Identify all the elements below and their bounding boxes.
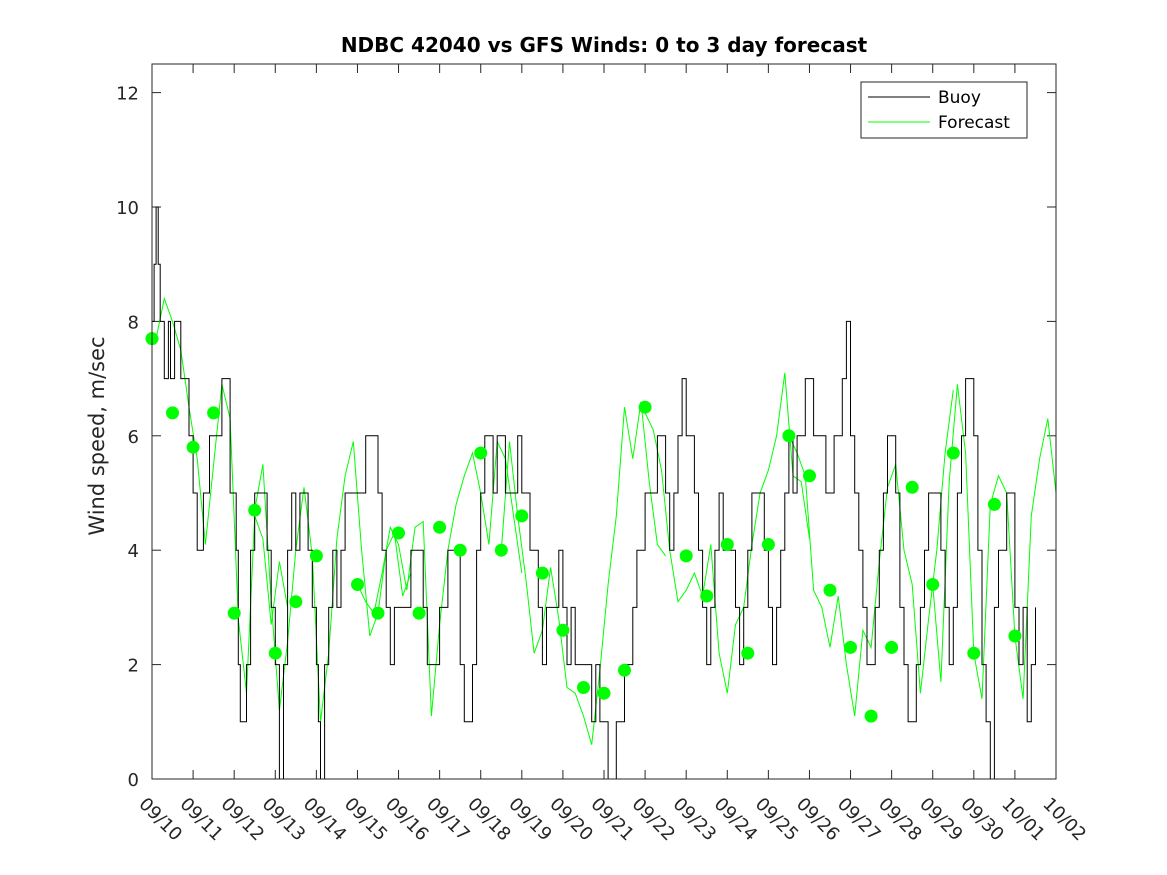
forecast-marker	[289, 595, 303, 609]
forecast-marker	[207, 406, 221, 420]
y-tick-label: 12	[116, 84, 139, 105]
forecast-marker	[761, 538, 775, 551]
series-layer	[145, 206, 1057, 780]
legend-box	[860, 81, 1028, 139]
forecast-marker	[268, 646, 282, 660]
forecast-marker	[392, 526, 405, 540]
buoy-line	[152, 206, 1036, 780]
forecast-marker	[412, 606, 426, 620]
forecast-marker	[186, 440, 200, 454]
forecast-marker	[885, 640, 899, 654]
forecast-marker	[453, 543, 467, 557]
forecast-marker	[741, 646, 755, 660]
forecast-marker	[823, 583, 837, 597]
forecast-marker	[1008, 629, 1022, 643]
forecast-marker	[679, 549, 693, 563]
forecast-marker	[700, 589, 714, 603]
legend-label-forecast: Forecast	[938, 113, 1010, 133]
forecast-marker	[864, 709, 878, 723]
forecast-marker	[967, 646, 981, 660]
forecast-marker	[248, 503, 262, 517]
forecast-marker	[803, 469, 816, 483]
forecast-marker	[618, 663, 631, 677]
forecast-marker	[494, 543, 508, 557]
forecast-run-line	[644, 372, 810, 694]
forecast-marker	[782, 429, 796, 443]
legend: Buoy Forecast	[860, 81, 1028, 139]
forecast-marker	[227, 606, 241, 620]
plot-area: 02468101209/1009/1109/1209/1309/1409/150…	[116, 63, 1090, 845]
legend-label-buoy: Buoy	[938, 88, 981, 108]
forecast-marker	[926, 578, 940, 591]
forecast-marker	[556, 623, 570, 637]
y-tick-label: 0	[128, 770, 139, 791]
y-tick-label: 8	[128, 312, 139, 333]
forecast-marker	[987, 497, 1001, 511]
forecast-marker	[946, 446, 960, 460]
forecast-marker	[638, 400, 652, 414]
forecast-run-line	[932, 384, 1057, 699]
forecast-marker	[905, 480, 919, 494]
y-axis-label: Wind speed, m/sec	[85, 336, 109, 535]
plot-background	[152, 64, 1056, 779]
forecast-marker	[535, 566, 549, 580]
forecast-marker	[433, 520, 447, 534]
y-tick-label: 6	[128, 427, 139, 448]
y-tick-label: 2	[128, 656, 139, 677]
forecast-marker	[844, 640, 857, 654]
forecast-marker	[309, 549, 323, 563]
chart-title: NDBC 42040 vs GFS Winds: 0 to 3 day fore…	[341, 33, 868, 57]
forecast-marker	[597, 686, 611, 700]
forecast-marker	[474, 446, 488, 460]
forecast-run-line	[788, 389, 954, 717]
forecast-run-line	[500, 401, 667, 745]
y-tick-label: 10	[116, 198, 139, 219]
forecast-marker	[577, 681, 590, 694]
plot-frame	[151, 63, 1057, 780]
forecast-marker	[515, 509, 529, 523]
forecast-marker	[720, 538, 734, 551]
forecast-marker	[351, 578, 364, 591]
y-tick-label: 4	[128, 541, 139, 562]
forecast-marker	[371, 606, 385, 620]
forecast-marker	[166, 406, 179, 420]
